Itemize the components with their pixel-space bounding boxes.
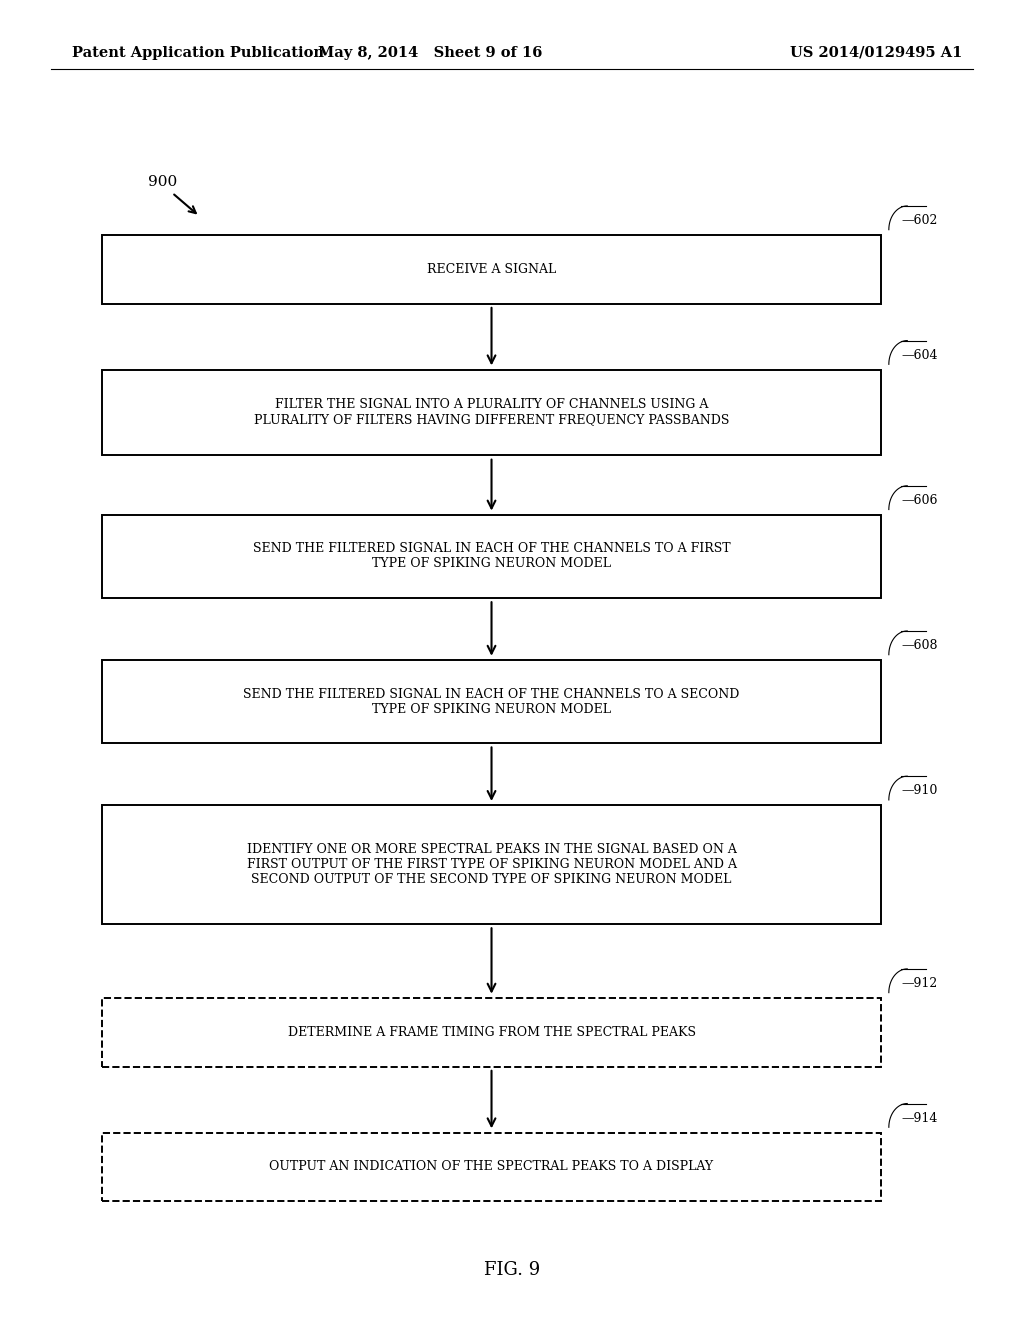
Text: Patent Application Publication: Patent Application Publication	[72, 46, 324, 59]
Text: May 8, 2014   Sheet 9 of 16: May 8, 2014 Sheet 9 of 16	[317, 46, 543, 59]
FancyBboxPatch shape	[102, 998, 881, 1067]
Text: FILTER THE SIGNAL INTO A PLURALITY OF CHANNELS USING A
PLURALITY OF FILTERS HAVI: FILTER THE SIGNAL INTO A PLURALITY OF CH…	[254, 399, 729, 426]
FancyBboxPatch shape	[102, 1133, 881, 1201]
Text: —910: —910	[901, 784, 938, 797]
Text: FIG. 9: FIG. 9	[484, 1261, 540, 1279]
Text: DETERMINE A FRAME TIMING FROM THE SPECTRAL PEAKS: DETERMINE A FRAME TIMING FROM THE SPECTR…	[288, 1026, 695, 1039]
Text: —914: —914	[901, 1111, 938, 1125]
Text: US 2014/0129495 A1: US 2014/0129495 A1	[791, 46, 963, 59]
FancyBboxPatch shape	[102, 515, 881, 598]
FancyBboxPatch shape	[102, 660, 881, 743]
Text: —912: —912	[901, 977, 937, 990]
Text: SEND THE FILTERED SIGNAL IN EACH OF THE CHANNELS TO A SECOND
TYPE OF SPIKING NEU: SEND THE FILTERED SIGNAL IN EACH OF THE …	[244, 688, 739, 715]
Text: —602: —602	[901, 214, 938, 227]
FancyBboxPatch shape	[102, 805, 881, 924]
Text: 900: 900	[148, 176, 178, 189]
Text: RECEIVE A SIGNAL: RECEIVE A SIGNAL	[427, 263, 556, 276]
FancyBboxPatch shape	[102, 370, 881, 455]
Text: SEND THE FILTERED SIGNAL IN EACH OF THE CHANNELS TO A FIRST
TYPE OF SPIKING NEUR: SEND THE FILTERED SIGNAL IN EACH OF THE …	[253, 543, 730, 570]
Text: OUTPUT AN INDICATION OF THE SPECTRAL PEAKS TO A DISPLAY: OUTPUT AN INDICATION OF THE SPECTRAL PEA…	[269, 1160, 714, 1173]
Text: —608: —608	[901, 639, 938, 652]
FancyBboxPatch shape	[102, 235, 881, 304]
Text: IDENTIFY ONE OR MORE SPECTRAL PEAKS IN THE SIGNAL BASED ON A
FIRST OUTPUT OF THE: IDENTIFY ONE OR MORE SPECTRAL PEAKS IN T…	[247, 843, 736, 886]
Text: —604: —604	[901, 348, 938, 362]
Text: —606: —606	[901, 494, 938, 507]
